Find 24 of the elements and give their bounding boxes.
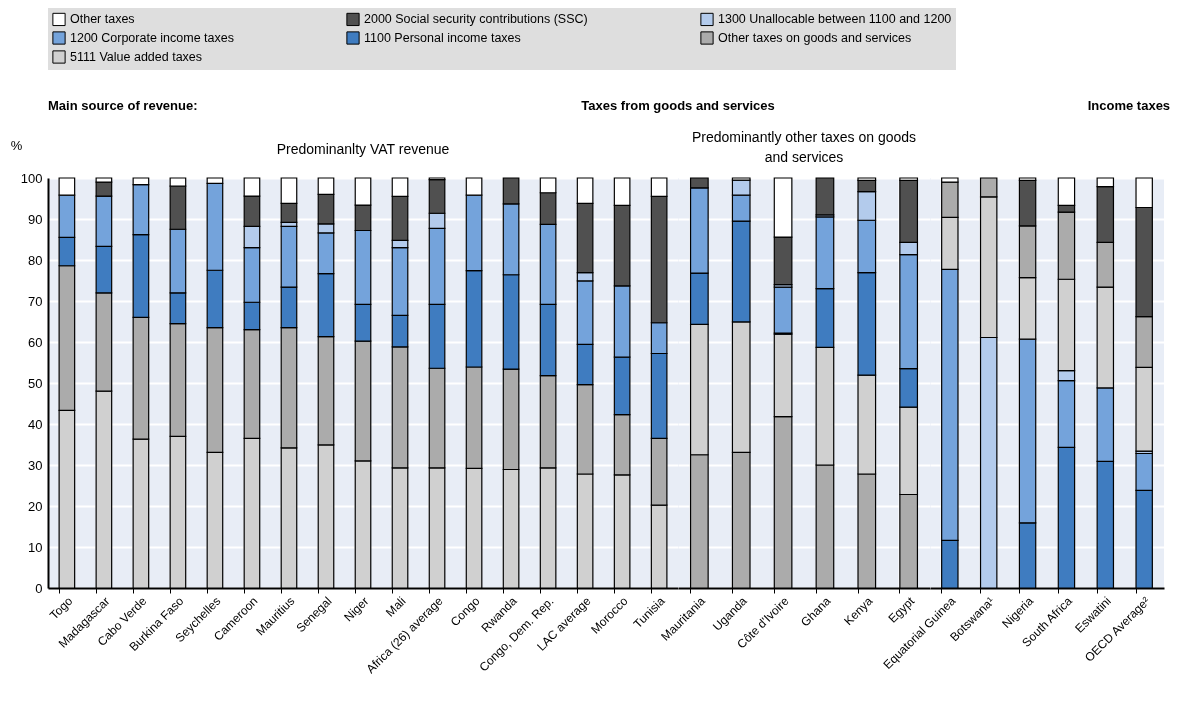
y-tick-label: 70 xyxy=(28,293,43,309)
legend-label: 1100 Personal income taxes xyxy=(364,31,521,45)
y-tick-label: 0 xyxy=(35,580,43,596)
legend-label: 5111 Value added taxes xyxy=(70,50,203,64)
text: Taxes from goods and services xyxy=(581,98,775,113)
legend-label: 1200 Corporate income taxes xyxy=(70,31,234,45)
y-tick-label: 100 xyxy=(20,170,43,186)
y-tick-label: 60 xyxy=(28,334,43,350)
text: Income taxes xyxy=(1087,98,1171,113)
y-tick-label: 30 xyxy=(28,457,43,473)
legend-label: 2000 Social security contributions (SSC) xyxy=(364,12,588,27)
y-tick-label: 10 xyxy=(28,539,43,555)
y-tick-label: 40 xyxy=(28,416,43,432)
text: Main source of revenue: xyxy=(48,98,198,113)
y-tick-label: 80 xyxy=(28,252,43,268)
legend-label: Other taxes xyxy=(70,12,135,27)
legend-label: 1300 Unallocable between 1100 and 1200 xyxy=(718,12,952,27)
y-tick-label: 50 xyxy=(28,375,43,391)
legend-label: Other taxes on goods and services xyxy=(718,31,912,45)
text: Predominantly other taxes on goods and services xyxy=(691,129,917,165)
y-tick-label: 90 xyxy=(28,211,43,227)
text: Predominanlty VAT revenue xyxy=(276,141,450,157)
y-axis-title: % xyxy=(10,137,23,153)
y-tick-label: 20 xyxy=(28,498,43,514)
